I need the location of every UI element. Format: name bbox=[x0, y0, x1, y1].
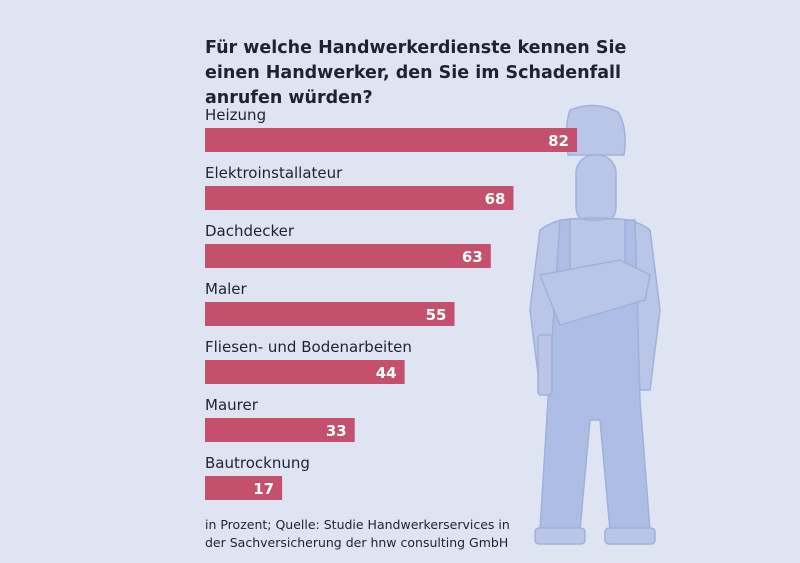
bar bbox=[205, 418, 355, 442]
data-label: 68 bbox=[485, 190, 506, 208]
data-label: 82 bbox=[548, 132, 569, 150]
bar bbox=[205, 360, 405, 384]
category-label: Elektroinstallateur bbox=[205, 164, 343, 182]
craftsman-illustration bbox=[529, 104, 661, 545]
bar bbox=[205, 244, 491, 268]
category-label: Maurer bbox=[205, 396, 259, 414]
category-label: Dachdecker bbox=[205, 222, 295, 240]
data-label: 44 bbox=[376, 364, 397, 382]
category-label: Heizung bbox=[205, 106, 266, 124]
bar bbox=[205, 476, 283, 500]
source-line-1: in Prozent; Quelle: Studie Handwerkerser… bbox=[205, 517, 510, 532]
chart-source-note: in Prozent; Quelle: Studie Handwerkerser… bbox=[205, 516, 510, 552]
data-label: 55 bbox=[426, 306, 447, 324]
bar bbox=[205, 128, 577, 152]
data-label: 33 bbox=[326, 422, 347, 440]
source-line-2: der Sachversicherung der hnw consulting … bbox=[205, 535, 509, 550]
bar bbox=[205, 186, 514, 210]
data-label: 63 bbox=[462, 248, 483, 266]
category-label: Fliesen- und Bodenarbeiten bbox=[205, 338, 412, 356]
category-label: Bautrocknung bbox=[205, 454, 310, 472]
data-label: 17 bbox=[253, 480, 274, 498]
category-label: Maler bbox=[205, 280, 248, 298]
bar bbox=[205, 302, 455, 326]
chart-title: Für welche Handwerkerdienste kennen Sie … bbox=[205, 38, 627, 108]
